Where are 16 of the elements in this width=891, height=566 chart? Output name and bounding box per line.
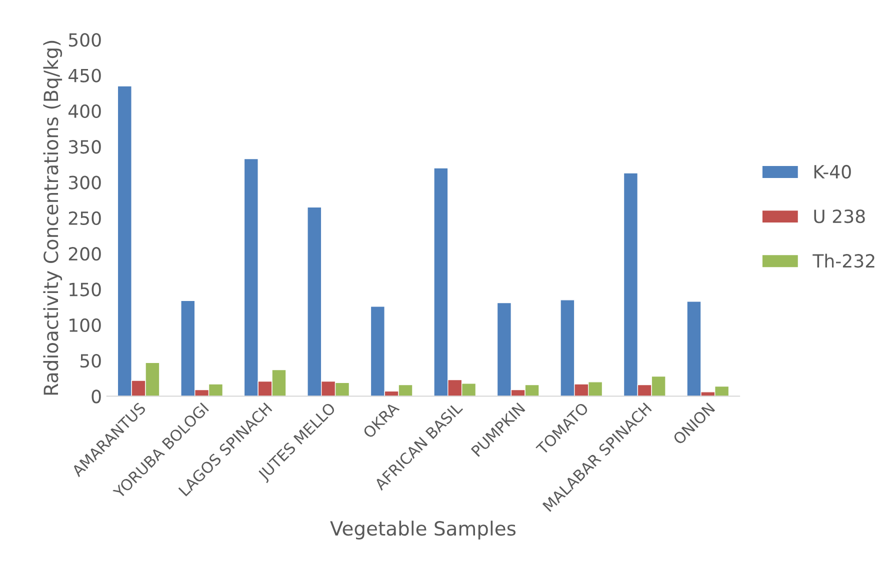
- y-tick-label: 500: [68, 33, 101, 47]
- y-tick-label: 50: [80, 354, 101, 368]
- y-tick-label: 350: [68, 140, 101, 154]
- x-axis-title: Vegetable Samples: [330, 520, 516, 540]
- y-tick-label: 450: [68, 68, 101, 82]
- y-tick-label: 150: [70, 282, 101, 296]
- y-tick-label: 100: [70, 318, 101, 332]
- legend-label: U 238: [814, 209, 865, 224]
- legend-label: K-40: [814, 164, 851, 179]
- y-tick-label: 400: [68, 104, 101, 118]
- legend-label: Th-232: [812, 254, 874, 268]
- y-tick-label: 250: [68, 211, 101, 226]
- y-axis-title: Radioactivity Concentrations (Bq/kg): [43, 40, 62, 395]
- y-tick-label: 300: [68, 176, 101, 190]
- y-tick-label: 200: [68, 247, 101, 261]
- y-tick-label: 0: [92, 390, 101, 404]
